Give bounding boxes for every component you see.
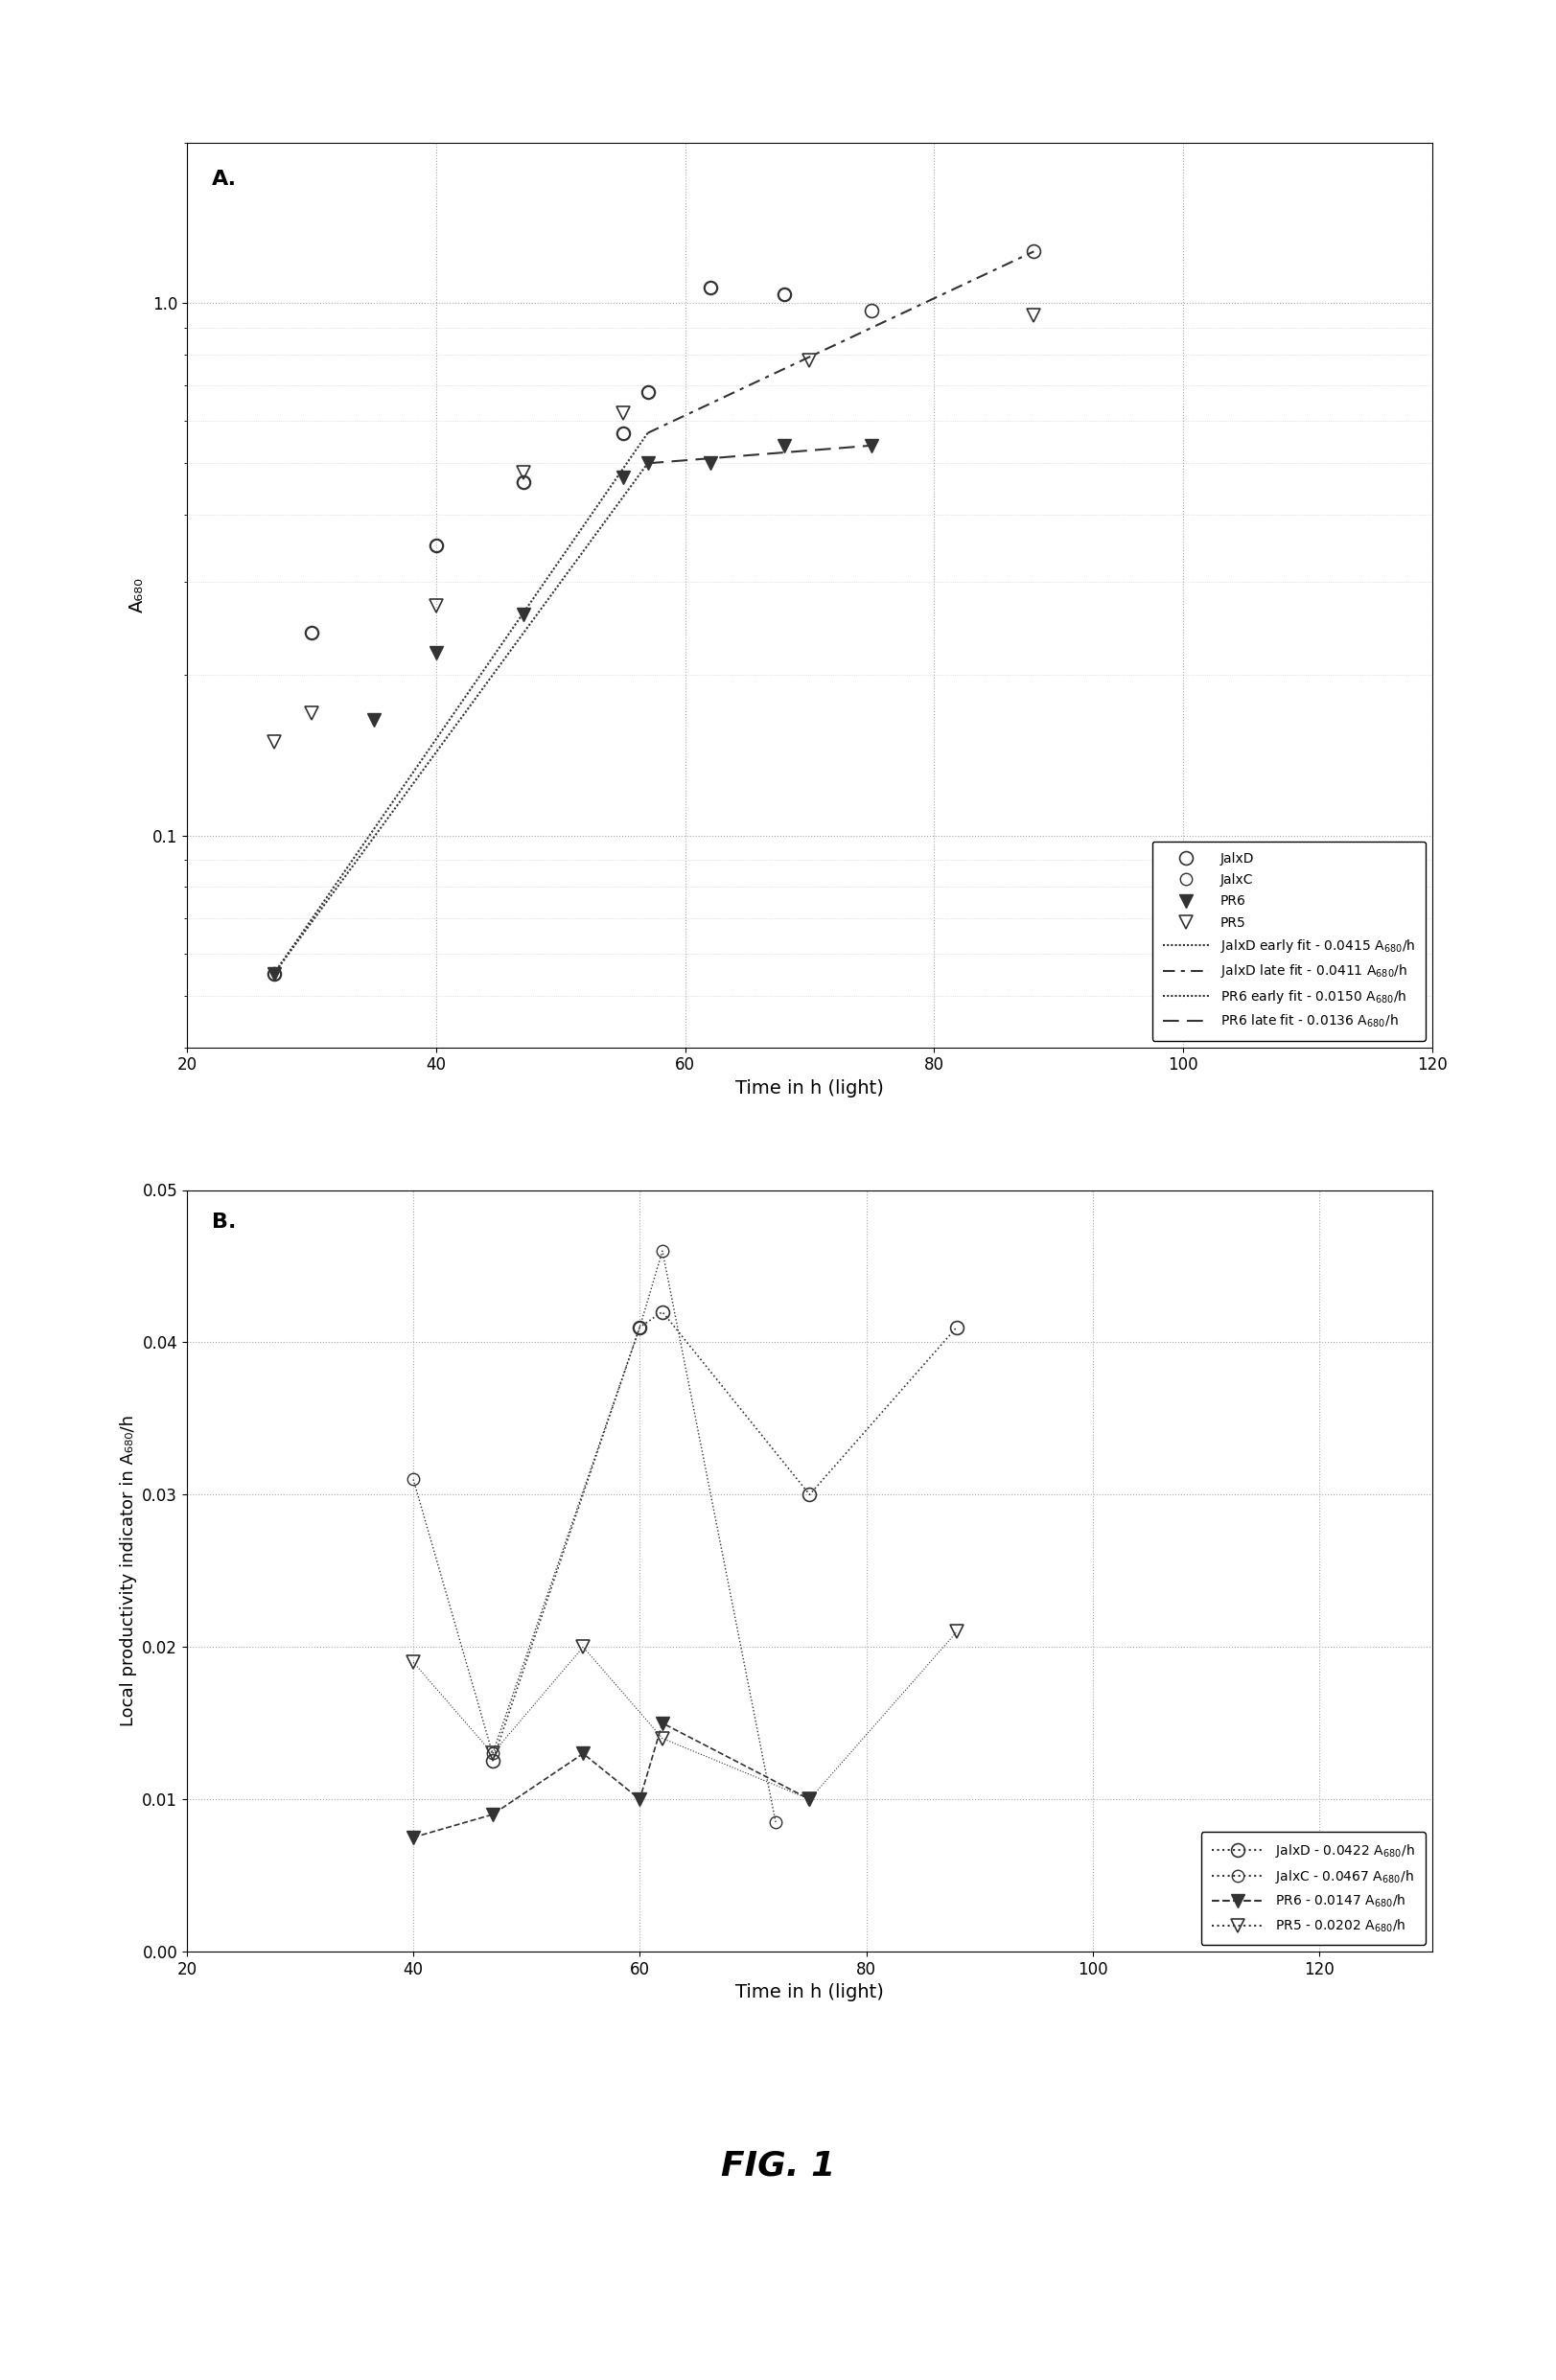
Text: A.: A. (212, 169, 237, 188)
X-axis label: Time in h (light): Time in h (light) (734, 1983, 884, 2002)
PR6 (638, 450, 657, 478)
Text: FIG. 1: FIG. 1 (720, 2149, 836, 2182)
Y-axis label: A₆₈₀: A₆₈₀ (129, 578, 146, 612)
JalxC (302, 619, 321, 647)
PR6 (265, 959, 283, 988)
PR5 (426, 593, 445, 621)
JalxC (613, 419, 632, 447)
PR5 (302, 697, 321, 726)
JalxD (638, 378, 657, 407)
PR6 (513, 600, 532, 628)
PR5 (613, 400, 632, 428)
JalxD (426, 531, 445, 559)
PR6 (862, 431, 881, 459)
PR6 (364, 704, 383, 733)
JalxD (613, 419, 632, 447)
PR6 (613, 464, 632, 493)
Line: PR6: PR6 (268, 438, 878, 981)
PR5 (800, 345, 818, 374)
Text: B.: B. (212, 1214, 237, 1233)
JalxC (700, 274, 719, 302)
JalxC (426, 531, 445, 559)
JalxD (302, 619, 321, 647)
JalxD (265, 959, 283, 988)
PR6 (775, 431, 794, 459)
Legend: JalxD - 0.0422 A$_{680}$/h, JalxC - 0.0467 A$_{680}$/h, PR6 - 0.0147 A$_{680}$/h: JalxD - 0.0422 A$_{680}$/h, JalxC - 0.04… (1200, 1833, 1425, 1944)
PR5 (513, 459, 532, 488)
PR6 (700, 450, 719, 478)
JalxD (1024, 238, 1043, 267)
X-axis label: Time in h (light): Time in h (light) (734, 1078, 884, 1097)
JalxC (775, 281, 794, 309)
PR5 (265, 728, 283, 757)
PR6 (426, 638, 445, 666)
JalxD (700, 274, 719, 302)
JalxC (638, 378, 657, 407)
JalxC (265, 959, 283, 988)
Line: PR5: PR5 (268, 309, 1039, 747)
JalxD (775, 281, 794, 309)
JalxC (513, 469, 532, 497)
JalxD (513, 469, 532, 497)
Line: JalxC: JalxC (268, 281, 790, 981)
PR5 (1024, 300, 1043, 328)
JalxD (862, 295, 881, 324)
Line: JalxD: JalxD (268, 245, 1039, 981)
Y-axis label: Local productivity indicator in A₆₈₀/h: Local productivity indicator in A₆₈₀/h (120, 1416, 137, 1726)
Legend: JalxD, JalxC, PR6, PR5, JalxD early fit - 0.0415 A$_{680}$/h, JalxD late fit - 0: JalxD, JalxC, PR6, PR5, JalxD early fit … (1151, 840, 1425, 1040)
